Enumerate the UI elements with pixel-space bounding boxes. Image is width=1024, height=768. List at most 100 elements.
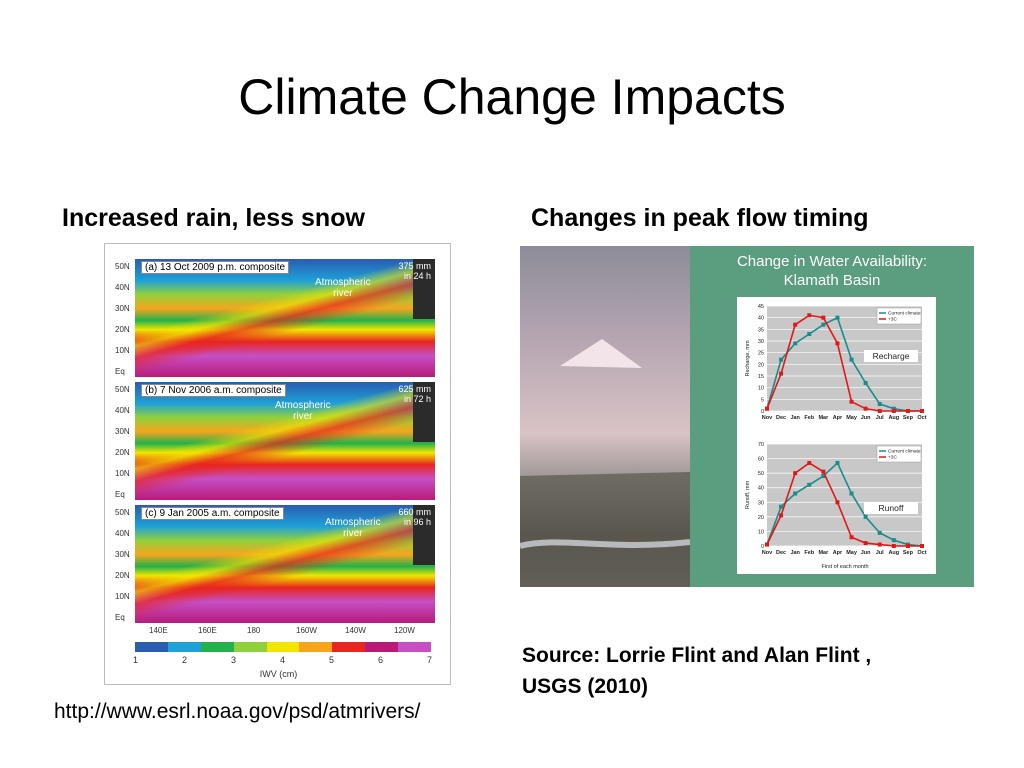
colorbar-tick-label: 7 [427,655,433,665]
water-title-line2: Klamath Basin [783,272,881,289]
colorbar-swatch [233,642,267,652]
latitude-label: Eq [115,367,125,376]
colorbar-tick-label: 2 [182,655,188,665]
y-tick-label: 40 [758,316,764,322]
colorbar-tick-label: 3 [231,655,237,665]
longitude-label: 140W [345,626,366,635]
data-point [765,542,769,547]
data-point [793,322,798,327]
data-point [821,469,826,474]
data-point [807,482,812,487]
data-point [835,460,840,465]
data-point [849,399,854,404]
y-tick-label: 60 [758,457,764,463]
colorbar-tick-label: 6 [378,655,384,665]
x-tick-label: Oct [917,415,926,421]
mountain-photo [520,246,691,587]
latitude-label: 40N [115,529,130,538]
x-tick-label: Jun [861,550,871,556]
source-line1: Source: Lorrie Flint and Alan Flint , [522,644,872,667]
x-tick-label: Aug [888,550,899,556]
data-point [807,313,812,318]
data-point [793,341,798,346]
x-tick-label: May [846,550,858,556]
y-tick-label: 20 [758,515,764,521]
y-tick-label: 40 [758,486,764,492]
x-tick-label: Jul [876,550,884,556]
latitude-label: 30N [115,427,130,436]
latitude-label: 20N [115,325,130,334]
river-band [135,505,435,623]
colorbar-swatch [135,642,168,652]
data-point [863,514,868,519]
x-axis-label: First of each month [821,564,868,570]
longitude-label: 180 [247,626,261,635]
rain-amount-value: 375 mm [398,261,431,271]
longitude-label: 160E [198,626,217,635]
x-tick-label: Mar [818,415,829,421]
x-tick-label: Dec [776,550,786,556]
data-point [821,474,826,479]
y-tick-label: 25 [758,351,764,357]
map-caption: (b) 7 Nov 2006 a.m. composite [141,384,286,397]
y-tick-label: 45 [758,304,764,310]
longitude-label: 120W [394,626,415,635]
data-point [920,409,924,413]
rain-amount-duration: in 72 h [403,394,431,404]
colorbar-label: IWV (cm) [259,669,298,679]
atmospheric-river-label: Atmospheric river [325,517,381,539]
series-line [766,316,922,412]
legend-box [876,307,922,325]
series-line [766,461,923,547]
map-panel: (c) 9 Jan 2005 a.m. composite 660 mm in 96… [135,505,435,623]
source-url-link[interactable]: http://www.esrl.noaa.gov/psd/atmrivers/ [54,700,421,723]
iwv-colorbar [135,642,432,652]
data-point [807,332,812,336]
rain-amount-value: 625 mm [398,384,431,394]
data-point [779,504,784,509]
colorbar-swatch [167,642,201,652]
data-point [807,460,812,465]
river-label-line2: river [333,288,353,299]
longitude-label: 140E [149,626,168,635]
y-tick-label: 15 [758,374,764,380]
y-tick-label: 5 [761,397,764,403]
x-tick-label: Oct [917,550,926,556]
rain-amount-duration: in 24 h [403,271,431,281]
x-tick-label: Mar [818,550,829,556]
x-tick-label: Jul [876,415,884,421]
x-tick-label: Feb [804,415,814,421]
rain-amount-duration: in 96 h [403,517,431,527]
colorbar-tick-label: 4 [280,655,286,665]
legend-current-label: Current climate [888,311,921,317]
data-point [905,544,910,548]
data-point [863,541,868,546]
data-point [920,544,924,548]
y-tick-label: 30 [758,339,764,345]
latitude-label: Eq [115,613,125,622]
land-mass [413,382,435,442]
atmospheric-river-label: Atmospheric river [315,277,371,299]
right-heading: Changes in peak flow timing [531,204,869,232]
land-mass [413,505,435,565]
y-axis-label: Recharge, mm [745,340,751,376]
y-tick-label: 35 [758,327,764,333]
river-label-line1: Atmospheric [325,517,381,528]
colorbar-swatch [299,642,333,652]
data-point [891,538,896,543]
colorbar-swatch [332,642,366,652]
rain-amount: 375 mm in 24 h [398,261,431,281]
data-point [863,406,868,411]
colorbar-tick-label: 5 [329,655,335,665]
x-tick-label: Dec [776,415,786,421]
map-caption: (a) 13 Oct 2009 p.m. composite [141,261,290,274]
x-tick-label: Jun [861,415,871,421]
mountain-silhouette [520,339,691,587]
river-band [135,382,435,500]
data-point [793,471,798,476]
source-citation: Source: Lorrie Flint and Alan Flint , US… [522,640,871,702]
y-tick-label: 0 [761,544,764,550]
atmospheric-river-figure: (a) 13 Oct 2009 p.m. composite 375 mm in 2… [104,243,451,685]
x-tick-label: Nov [762,550,773,556]
y-axis-label: Runoff, mm [745,480,751,509]
